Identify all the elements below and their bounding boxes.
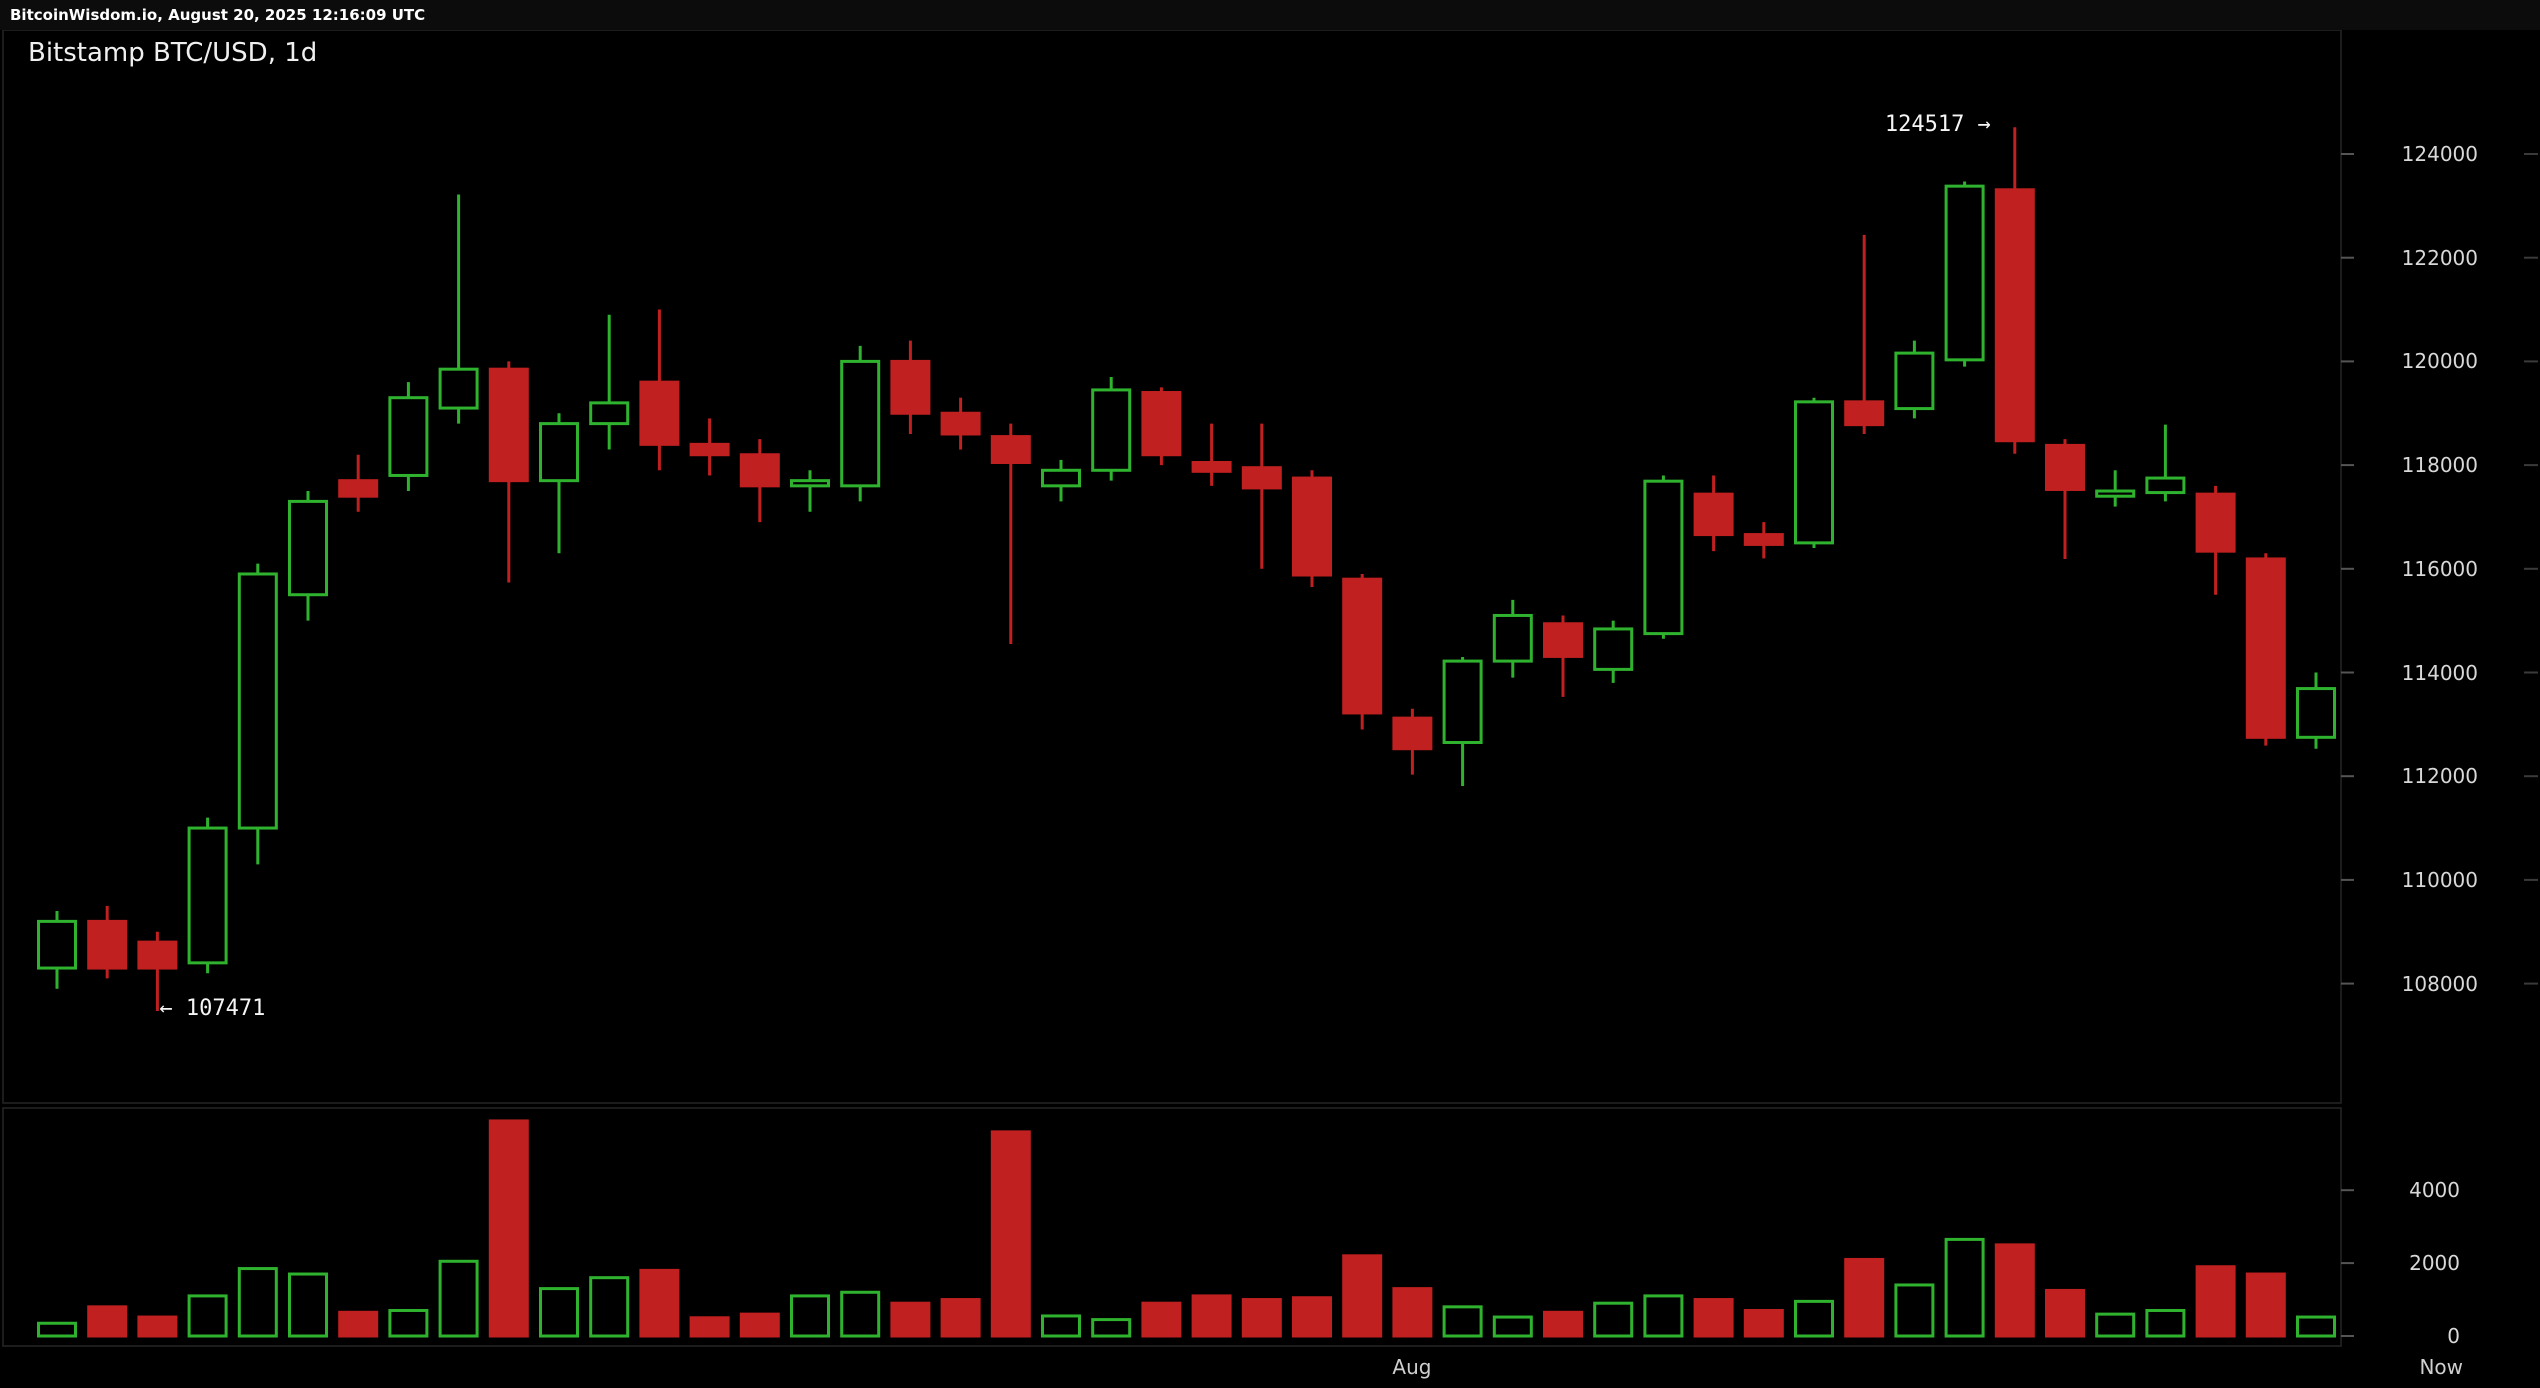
- price-tick-label: 120000: [2401, 349, 2478, 374]
- low-price-annotation: ← 107471: [159, 996, 266, 1022]
- price-tick-label: 122000: [2401, 245, 2478, 270]
- chart-title: Bitstamp BTC/USD, 1d: [28, 38, 318, 68]
- price-tick-label: 114000: [2401, 660, 2478, 685]
- price-tick-label: 108000: [2401, 971, 2478, 996]
- x-axis-month-label: Aug: [1392, 1355, 1432, 1379]
- volume-tick-label: 2000: [2409, 1251, 2460, 1276]
- topbar-title: BitcoinWisdom.io, August 20, 2025 12:16:…: [10, 6, 426, 24]
- price-tick-label: 112000: [2401, 764, 2478, 789]
- x-axis-now-label: Now: [2419, 1355, 2463, 1379]
- price-tick-label: 110000: [2401, 867, 2478, 892]
- price-tick-label: 118000: [2401, 453, 2478, 478]
- volume-tick-label: 4000: [2409, 1178, 2460, 1203]
- price-tick-label: 124000: [2401, 142, 2478, 166]
- high-price-annotation: 124517 →: [1884, 112, 1991, 138]
- volume-tick-label: 0: [2447, 1324, 2460, 1348]
- price-tick-label: 116000: [2401, 556, 2478, 581]
- topbar: BitcoinWisdom.io, August 20, 2025 12:16:…: [0, 0, 2540, 30]
